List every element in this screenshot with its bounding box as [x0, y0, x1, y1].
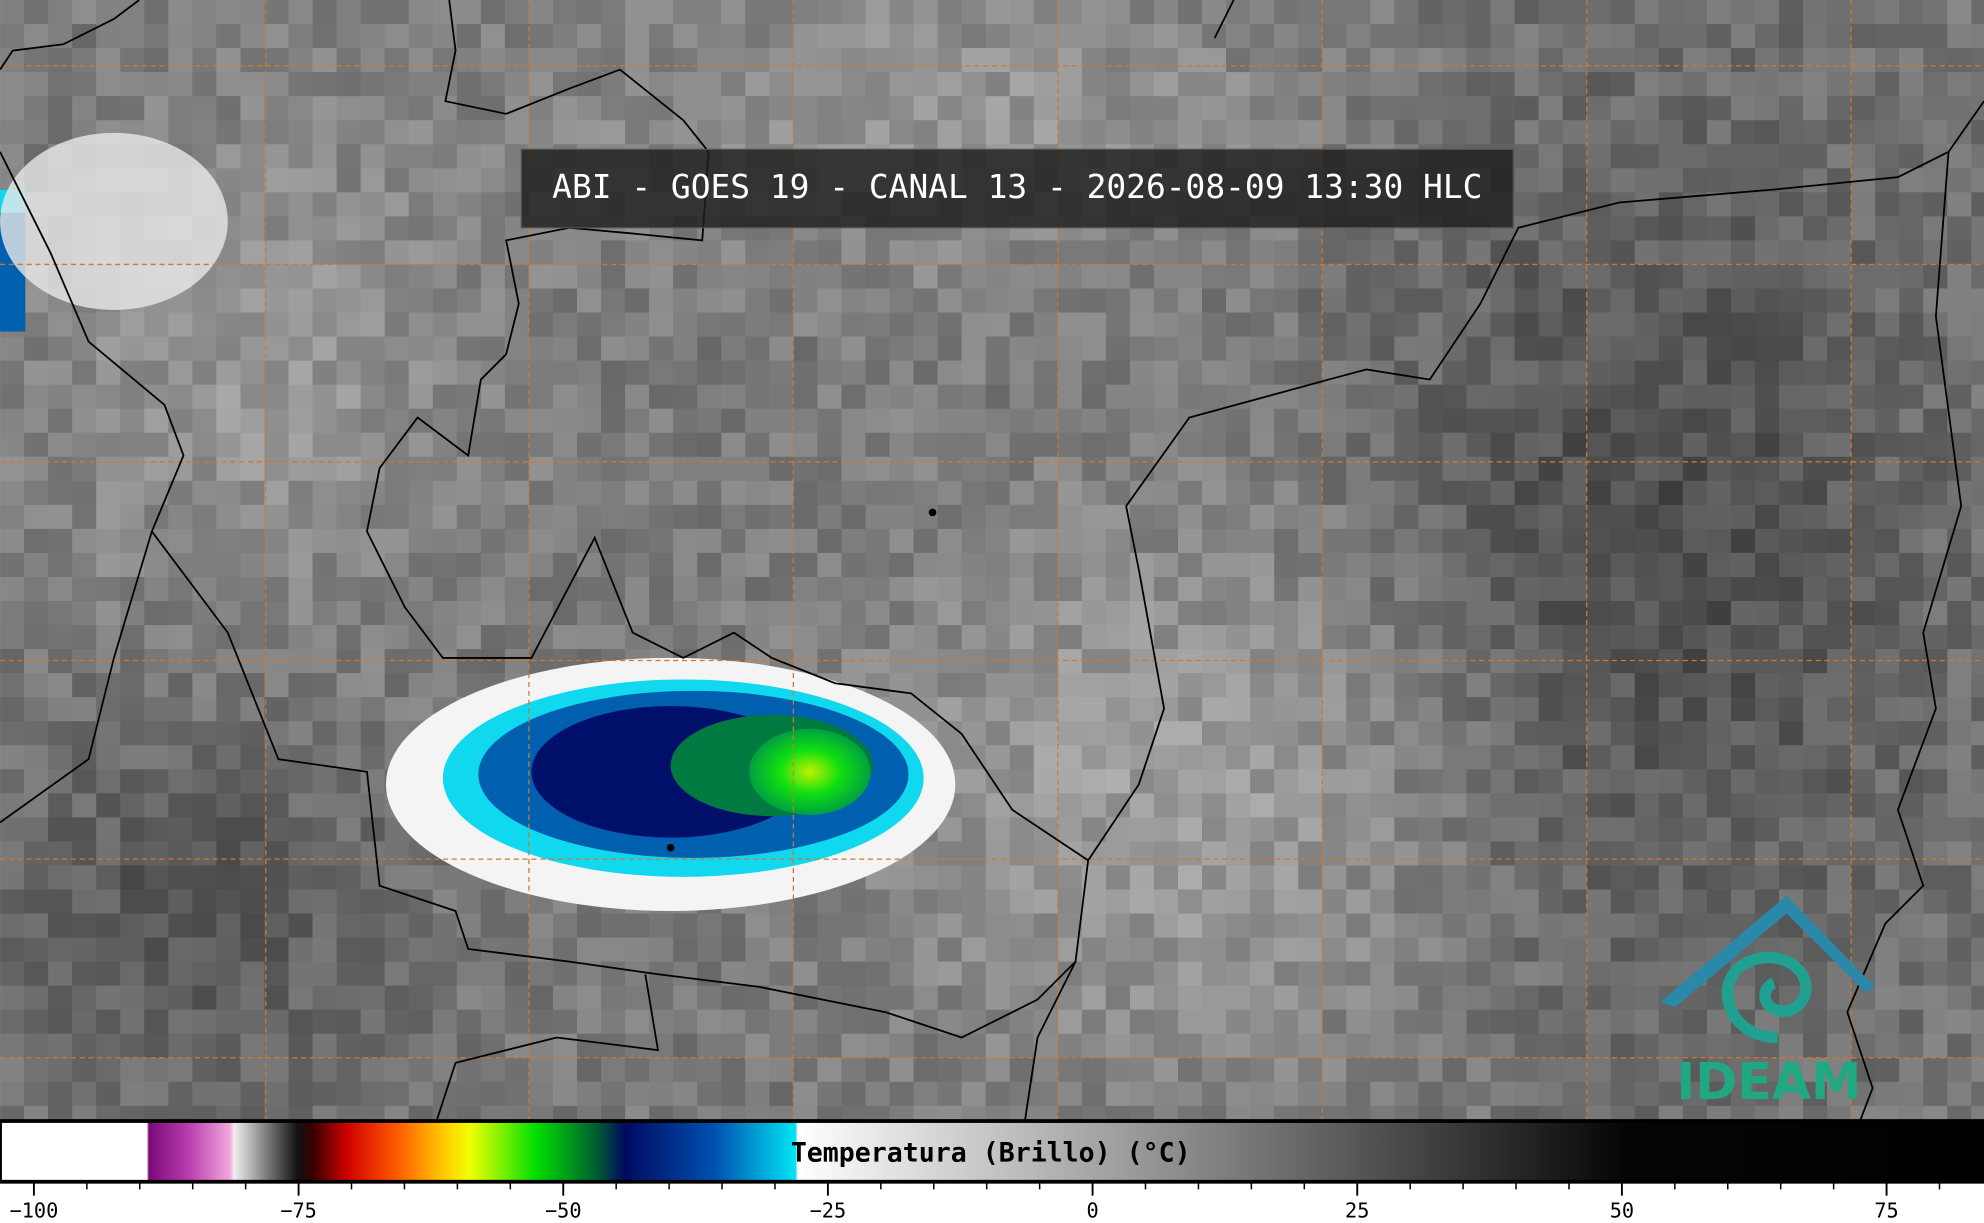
colorbar-label: Temperatura (Brillo) (°C): [791, 1137, 1191, 1168]
colorbar-axis: −100 −75 −50 −25 0 25 50 75: [10, 1181, 1941, 1223]
tick-label: 25: [1345, 1199, 1369, 1223]
tick-label: −50: [545, 1199, 582, 1223]
colorbar: [0, 1119, 1984, 1184]
title-box: [520, 148, 1514, 229]
city-marker: [666, 843, 675, 852]
city-marker: [928, 508, 937, 517]
logo-text: IDEAM: [1676, 1052, 1861, 1111]
convective-cloud: [0, 132, 956, 911]
tick-label: −75: [280, 1199, 317, 1223]
graticule: [0, 0, 1984, 1122]
tick-label: −100: [10, 1199, 59, 1223]
tick-label: 0: [1086, 1199, 1098, 1223]
tick-label: 75: [1874, 1199, 1898, 1223]
title: ABI - GOES 19 - CANAL 13 - 2026-08-09 13…: [552, 167, 1482, 206]
tick-label: −25: [810, 1199, 847, 1223]
tick-label: 50: [1610, 1199, 1634, 1223]
logo: IDEAM: [1660, 895, 1876, 1111]
